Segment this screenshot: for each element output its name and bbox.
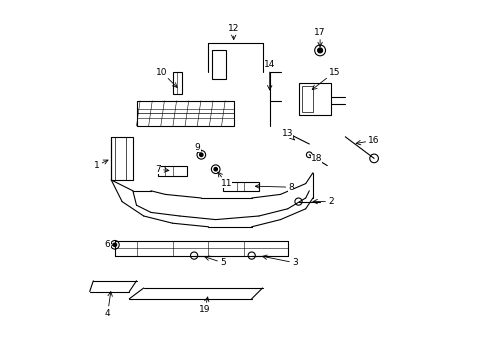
Bar <box>111 137 133 180</box>
Bar <box>172 72 181 94</box>
Circle shape <box>213 167 217 171</box>
Text: 11: 11 <box>218 172 232 188</box>
Text: 7: 7 <box>155 165 168 174</box>
Text: 1: 1 <box>94 160 108 170</box>
Text: 15: 15 <box>311 68 340 90</box>
Text: 3: 3 <box>262 255 297 267</box>
Text: 18: 18 <box>309 154 322 163</box>
Text: 19: 19 <box>199 297 210 314</box>
Text: 12: 12 <box>227 24 239 40</box>
Text: 16: 16 <box>355 136 379 145</box>
Text: 10: 10 <box>156 68 177 87</box>
Circle shape <box>317 48 322 53</box>
Text: 8: 8 <box>255 183 294 192</box>
Circle shape <box>113 243 117 247</box>
Bar <box>158 166 186 176</box>
Text: 9: 9 <box>194 143 201 154</box>
Bar <box>212 50 226 79</box>
Text: 17: 17 <box>314 28 325 47</box>
Text: 4: 4 <box>104 292 112 318</box>
Text: 14: 14 <box>264 60 275 90</box>
Bar <box>223 182 258 191</box>
Bar <box>298 83 330 115</box>
Text: 6: 6 <box>104 240 114 249</box>
Text: 5: 5 <box>204 256 225 267</box>
Bar <box>136 101 233 126</box>
Bar <box>302 86 312 112</box>
Text: 2: 2 <box>312 197 333 206</box>
Circle shape <box>199 153 203 157</box>
Text: 13: 13 <box>282 129 294 140</box>
